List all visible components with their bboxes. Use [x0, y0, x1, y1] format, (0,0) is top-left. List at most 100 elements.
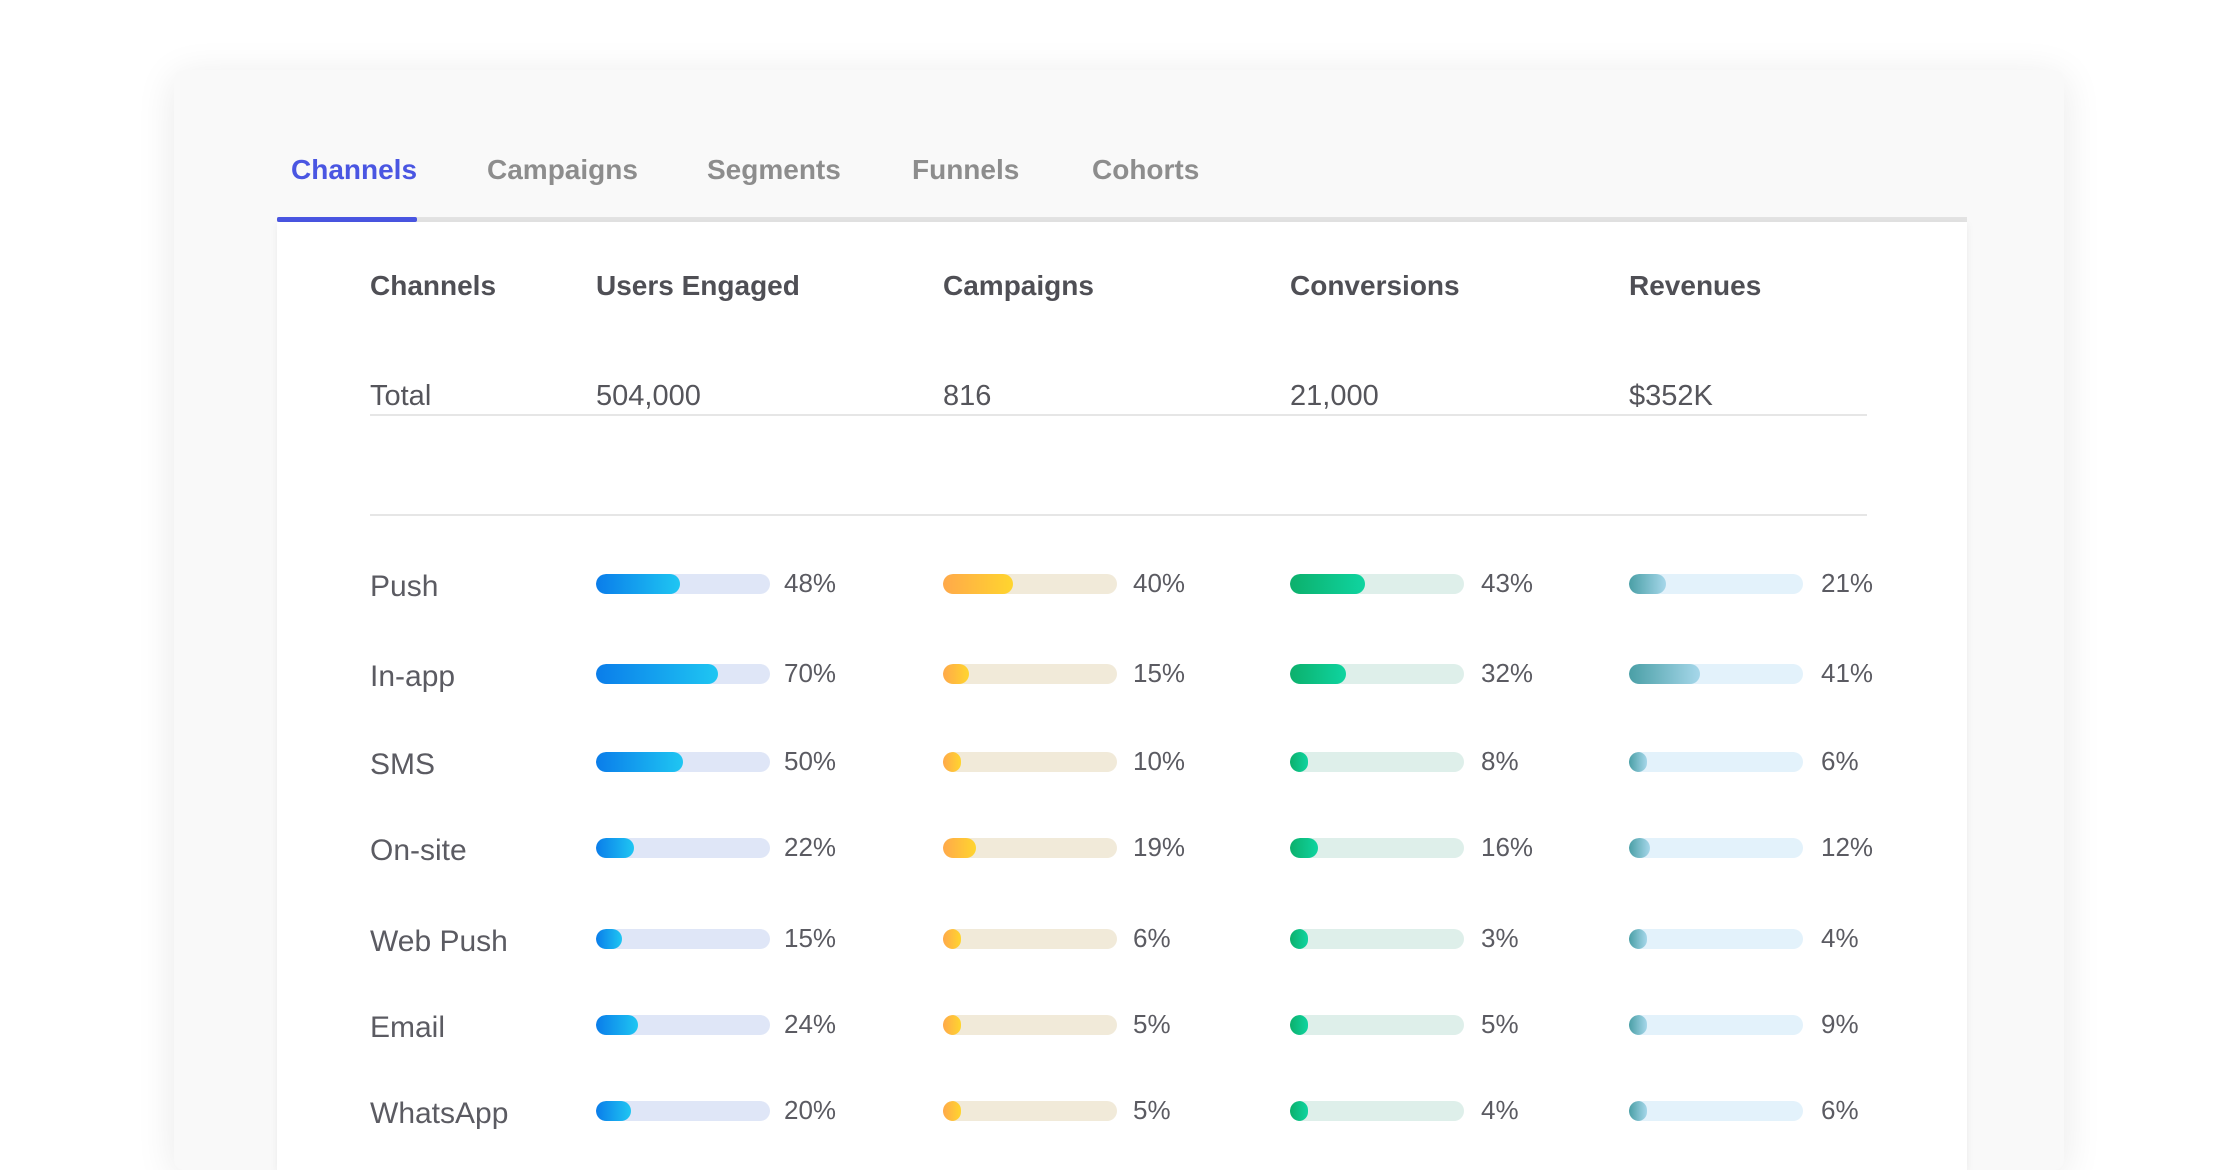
table-row: Push 48% 40% 43% 21%	[277, 568, 1967, 634]
channel-name: In-app	[370, 660, 456, 693]
campaigns-percent: 10%	[1133, 746, 1186, 776]
conversions-progress-bar	[1290, 929, 1464, 949]
revenues-progress-fill	[1629, 1101, 1647, 1121]
column-header-conversions: Conversions	[1290, 270, 1460, 301]
column-header-channels: Channels	[370, 270, 497, 301]
total-divider	[370, 514, 1867, 516]
conversions-percent: 8%	[1481, 746, 1519, 776]
conversions-progress-bar	[1290, 574, 1464, 594]
campaigns-percent: 40%	[1133, 568, 1186, 598]
conversions-percent: 5%	[1481, 1009, 1519, 1039]
users-engaged-progress-fill	[596, 752, 683, 772]
campaigns-progress-fill	[943, 838, 977, 858]
total-revenues: $352K	[1629, 380, 1713, 412]
table-row: WhatsApp 20% 5% 4% 6%	[277, 1095, 1967, 1161]
column-header-users-engaged: Users Engaged	[596, 270, 800, 301]
campaigns-progress-fill	[943, 1015, 961, 1035]
revenues-progress-fill	[1629, 838, 1650, 858]
channel-name: Email	[370, 1011, 446, 1044]
conversions-progress-fill	[1290, 1101, 1308, 1121]
conversions-progress-fill	[1290, 664, 1346, 684]
total-users-engaged: 504,000	[596, 380, 701, 412]
revenues-percent: 21%	[1821, 568, 1874, 598]
tab-segments[interactable]: Segments	[707, 154, 841, 185]
channels-table: Channels Users Engaged Campaigns Convers…	[277, 222, 1967, 1170]
campaigns-percent: 5%	[1133, 1095, 1171, 1125]
campaigns-percent: 19%	[1133, 832, 1186, 862]
conversions-progress-bar	[1290, 664, 1464, 684]
users-engaged-progress-bar	[596, 664, 770, 684]
revenues-percent: 6%	[1821, 746, 1859, 776]
users-engaged-percent: 50%	[784, 746, 837, 776]
users-engaged-progress-fill	[596, 664, 718, 684]
conversions-percent: 43%	[1481, 568, 1534, 598]
campaigns-progress-fill	[943, 752, 961, 772]
dashboard-card: Channels Campaigns Segments Funnels Coho…	[174, 70, 2064, 1170]
campaigns-percent: 15%	[1133, 658, 1186, 688]
table-row: On-site 22% 19% 16% 12%	[277, 832, 1967, 898]
table-row: In-app 70% 15% 32% 41%	[277, 658, 1967, 724]
conversions-progress-fill	[1290, 574, 1365, 594]
revenues-progress-bar	[1629, 1101, 1803, 1121]
conversions-progress-bar	[1290, 752, 1464, 772]
campaigns-progress-bar	[943, 838, 1117, 858]
revenues-percent: 12%	[1821, 832, 1874, 862]
column-header-revenues: Revenues	[1629, 270, 1762, 301]
table-row: SMS 50% 10% 8% 6%	[277, 746, 1967, 812]
channel-name: Web Push	[370, 925, 508, 958]
conversions-progress-fill	[1290, 1015, 1308, 1035]
table-row: Web Push 15% 6% 3% 4%	[277, 923, 1967, 989]
revenues-progress-bar	[1629, 838, 1803, 858]
users-engaged-progress-bar	[596, 574, 770, 594]
revenues-percent: 4%	[1821, 923, 1859, 953]
channel-name: Push	[370, 570, 439, 603]
conversions-percent: 3%	[1481, 923, 1519, 953]
users-engaged-percent: 70%	[784, 658, 837, 688]
total-campaigns: 816	[943, 380, 992, 412]
conversions-progress-bar	[1290, 1015, 1464, 1035]
revenues-percent: 41%	[1821, 658, 1874, 688]
revenues-progress-fill	[1629, 1015, 1647, 1035]
users-engaged-percent: 22%	[784, 832, 837, 862]
users-engaged-percent: 20%	[784, 1095, 837, 1125]
revenues-percent: 6%	[1821, 1095, 1859, 1125]
users-engaged-progress-bar	[596, 838, 770, 858]
conversions-progress-fill	[1290, 929, 1308, 949]
tab-funnels[interactable]: Funnels	[912, 154, 1020, 185]
revenues-progress-bar	[1629, 664, 1803, 684]
users-engaged-progress-bar	[596, 1015, 770, 1035]
tab-channels[interactable]: Channels	[277, 136, 417, 222]
revenues-percent: 9%	[1821, 1009, 1859, 1039]
revenues-progress-bar	[1629, 1015, 1803, 1035]
campaigns-percent: 5%	[1133, 1009, 1171, 1039]
users-engaged-progress-bar	[596, 929, 770, 949]
revenues-progress-fill	[1629, 574, 1666, 594]
campaigns-progress-fill	[943, 664, 970, 684]
tab-campaigns[interactable]: Campaigns	[487, 154, 638, 185]
conversions-progress-fill	[1290, 752, 1308, 772]
table-row: Email 24% 5% 5% 9%	[277, 1009, 1967, 1075]
conversions-progress-fill	[1290, 838, 1318, 858]
campaigns-progress-fill	[943, 929, 961, 949]
revenues-progress-bar	[1629, 752, 1803, 772]
conversions-progress-bar	[1290, 838, 1464, 858]
conversions-percent: 16%	[1481, 832, 1534, 862]
revenues-progress-fill	[1629, 752, 1647, 772]
revenues-progress-bar	[1629, 929, 1803, 949]
users-engaged-progress-bar	[596, 752, 770, 772]
header-divider	[370, 414, 1867, 416]
users-engaged-percent: 24%	[784, 1009, 837, 1039]
users-engaged-progress-fill	[596, 838, 635, 858]
users-engaged-progress-fill	[596, 1015, 638, 1035]
total-label: Total	[370, 380, 432, 412]
channel-name: WhatsApp	[370, 1097, 509, 1130]
users-engaged-progress-bar	[596, 1101, 770, 1121]
campaigns-progress-bar	[943, 929, 1117, 949]
revenues-progress-fill	[1629, 929, 1647, 949]
users-engaged-percent: 15%	[784, 923, 837, 953]
campaigns-percent: 6%	[1133, 923, 1171, 953]
campaigns-progress-bar	[943, 1015, 1117, 1035]
campaigns-progress-bar	[943, 574, 1117, 594]
campaigns-progress-bar	[943, 752, 1117, 772]
tab-cohorts[interactable]: Cohorts	[1092, 154, 1200, 185]
